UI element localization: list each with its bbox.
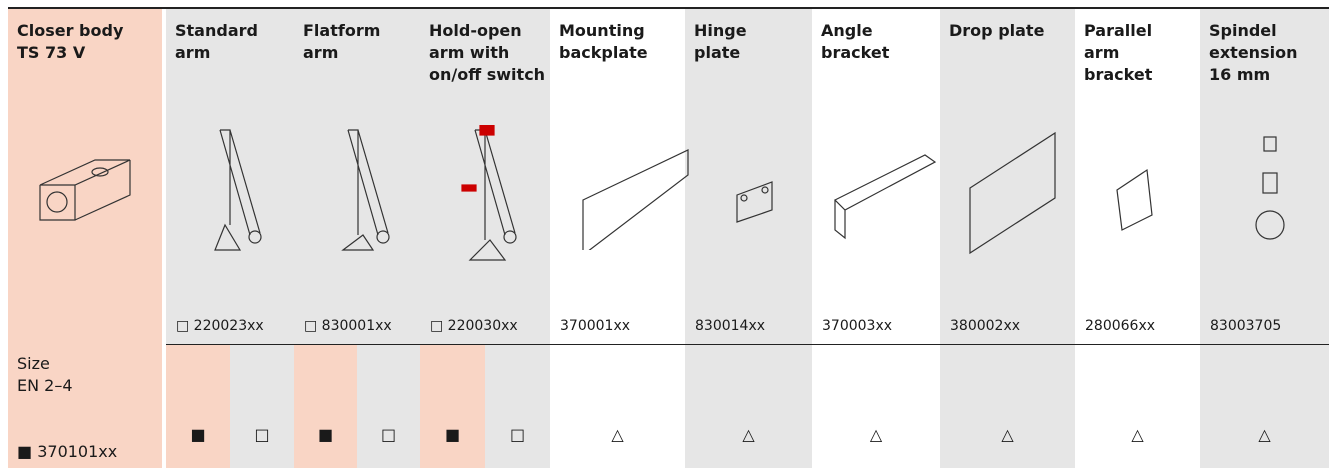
column-bg (294, 8, 420, 345)
spindel-extension-image (1255, 136, 1285, 240)
size-mark: ■ (317, 425, 334, 444)
cell-bg (485, 345, 550, 468)
column-title: backplate (559, 43, 648, 62)
column-title: TS 73 V (17, 43, 86, 62)
item-code: 380002xx (950, 318, 1021, 334)
size-mark: ■ (190, 425, 206, 444)
column-title: Standard (175, 21, 258, 40)
size-mark: □ (380, 425, 397, 444)
item-code: □ 220030xx (430, 318, 518, 334)
column-title: on/off switch (429, 65, 546, 84)
column-title: Spindel (1209, 21, 1277, 40)
column-title: extension (1209, 43, 1298, 62)
column-title: Parallel (1084, 21, 1153, 40)
cell-bg (550, 345, 685, 468)
item-code: 830014xx (695, 318, 766, 334)
column-title: Hold-open (429, 21, 522, 40)
size-mark: △ (1258, 425, 1271, 444)
parallel-arm-bracket-image (1116, 168, 1153, 231)
item-code: □ 220023xx (176, 318, 264, 334)
size-mark: □ (509, 425, 526, 444)
drop-plate-image (969, 131, 1056, 255)
cell-bg (940, 345, 1075, 468)
column-title: 16 mm (1209, 65, 1271, 84)
size-mark: △ (1001, 425, 1014, 444)
column-bg (550, 8, 685, 345)
column-title: plate (694, 43, 741, 62)
column-bg (685, 8, 812, 345)
closer-body-image (39, 159, 131, 221)
column-title: Flatform (303, 21, 381, 40)
size-mark: ■ (444, 425, 461, 444)
column-title: arm with (429, 43, 510, 62)
column-bg (812, 8, 940, 345)
cell-bg (357, 345, 420, 468)
row-rule (166, 344, 1329, 345)
cell-bg (166, 345, 230, 468)
item-code: 83003705 (1210, 318, 1282, 334)
size-code: ■ 370101xx (17, 442, 118, 461)
column-bg (940, 8, 1075, 345)
cell-bg (1200, 345, 1329, 468)
cell-bg (420, 345, 485, 468)
column-title: Angle (821, 21, 873, 40)
size-mark: △ (869, 425, 883, 444)
column-bg (1200, 8, 1329, 345)
cell-bg (294, 345, 357, 468)
column-title: arm (303, 43, 339, 62)
column-title: arm (175, 43, 211, 62)
top-rule (8, 7, 1329, 9)
cell-bg (812, 345, 940, 468)
item-code: □ 830001xx (304, 318, 392, 334)
hinge-plate-image (736, 181, 773, 223)
angle-bracket-image (833, 154, 937, 240)
cell-bg (685, 345, 812, 468)
item-code: 370003xx (822, 318, 893, 334)
column-title: bracket (1084, 65, 1153, 84)
column-title: arm (1084, 43, 1120, 62)
size-mark: △ (1131, 425, 1144, 444)
column-title: Drop plate (949, 21, 1045, 40)
item-code: 370001xx (560, 318, 631, 334)
cell-bg (230, 345, 294, 468)
flatform-arm-image (341, 129, 390, 251)
size-mark: △ (742, 425, 755, 444)
size-label: EN 2–4 (17, 376, 73, 395)
column-title: bracket (821, 43, 890, 62)
column-title: Hinge (694, 21, 747, 40)
column-bg (8, 8, 162, 468)
standard-arm-image (214, 129, 262, 251)
item-code: 280066xx (1085, 318, 1156, 334)
size-mark: □ (254, 425, 270, 444)
column-title: Closer body (17, 21, 124, 40)
cell-bg (1075, 345, 1200, 468)
column-title: Mounting (559, 21, 645, 40)
hold-open-arm-image (461, 125, 517, 261)
size-mark: △ (611, 425, 624, 444)
size-label: Size (17, 354, 50, 373)
mounting-backplate-image (582, 149, 689, 250)
